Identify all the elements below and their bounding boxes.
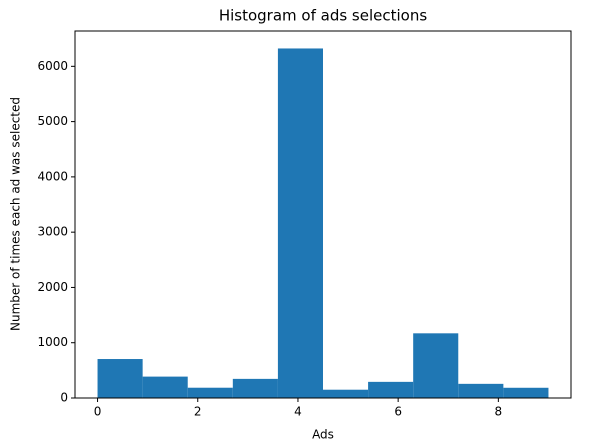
bar — [368, 381, 414, 398]
y-tick-label: 4000 — [37, 169, 68, 183]
x-tick-label: 4 — [294, 405, 302, 419]
x-tick-label: 6 — [394, 405, 402, 419]
y-tick-label: 5000 — [37, 114, 68, 128]
x-tick-label: 8 — [495, 405, 503, 419]
y-tick-label: 2000 — [37, 280, 68, 294]
bar — [187, 387, 233, 398]
x-tick-label: 0 — [94, 405, 102, 419]
bar — [503, 387, 549, 398]
bar — [323, 389, 369, 398]
bar — [142, 376, 188, 398]
y-axis-label: Number of times each ad was selected — [9, 97, 23, 331]
x-tick-label: 2 — [194, 405, 202, 419]
bar — [413, 333, 459, 398]
bar — [458, 383, 504, 398]
y-tick-label: 1000 — [37, 335, 68, 349]
bar — [277, 48, 323, 398]
x-axis-label: Ads — [312, 428, 334, 442]
plot-frame — [74, 30, 572, 399]
bar — [232, 378, 278, 398]
y-tick-label: 6000 — [37, 59, 68, 73]
y-tick-label: 0 — [60, 391, 68, 405]
bar — [97, 359, 143, 398]
chart-title: Histogram of ads selections — [219, 7, 428, 25]
y-tick-label: 3000 — [37, 225, 68, 239]
